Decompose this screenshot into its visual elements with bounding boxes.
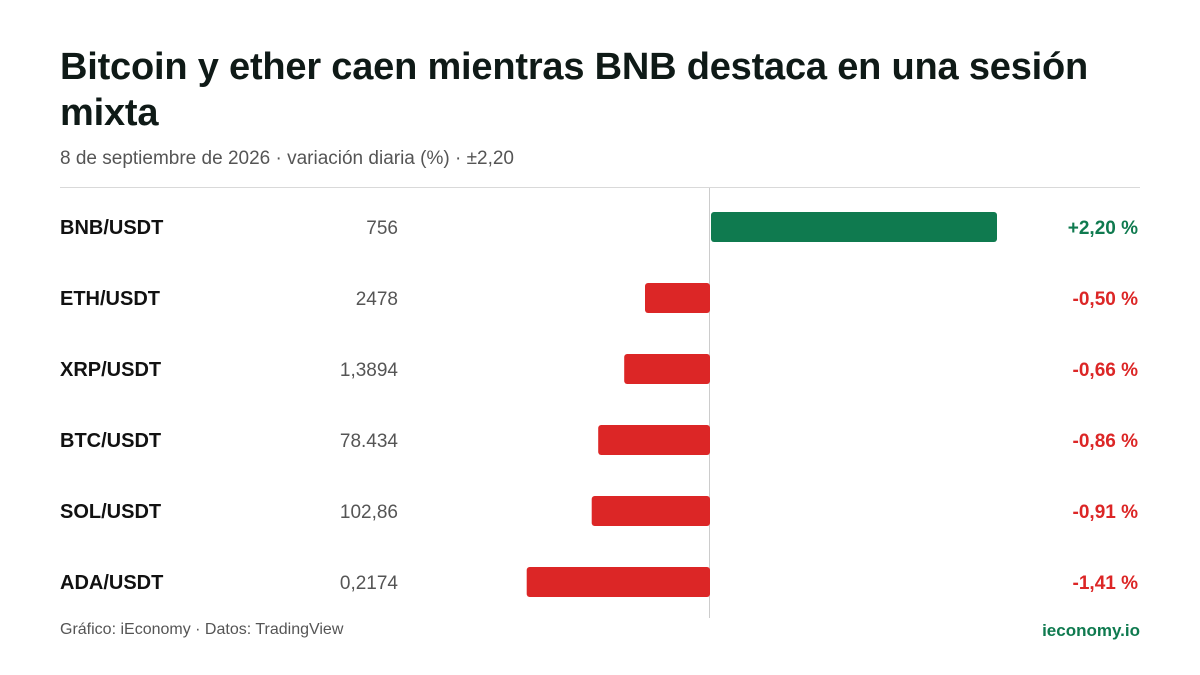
pair-label: ETH/USDT: [60, 288, 160, 310]
bar: [711, 212, 997, 242]
price-label: 1,3894: [340, 360, 399, 381]
price-label: 78.434: [340, 431, 399, 452]
price-label: 756: [366, 218, 398, 239]
value-label: -0,86 %: [1073, 431, 1139, 452]
value-label: -0,91 %: [1073, 502, 1139, 523]
bar: [624, 354, 710, 384]
price-label: 0,2174: [340, 573, 399, 594]
bar: [591, 496, 710, 526]
bar: [526, 567, 710, 597]
source-credit: Gráfico: iEconomy · Datos: TradingView: [60, 621, 344, 638]
chart-subtitle: 8 de septiembre de 2026 · variación diar…: [60, 148, 514, 169]
bar: [598, 425, 710, 455]
value-label: -0,50 %: [1073, 289, 1139, 310]
value-label: -1,41 %: [1073, 573, 1139, 594]
pair-label: SOL/USDT: [60, 501, 161, 523]
price-label: 2478: [356, 289, 398, 310]
value-label: +2,20 %: [1068, 218, 1138, 239]
header-divider: [60, 187, 1140, 188]
pair-label: ADA/USDT: [60, 572, 163, 594]
pair-label: BTC/USDT: [60, 430, 161, 452]
value-label: -0,66 %: [1073, 360, 1139, 381]
pair-label: XRP/USDT: [60, 359, 161, 381]
brand-link[interactable]: ieconomy.io: [1042, 621, 1140, 640]
bar-chart: BNB/USDT 756 +2,20 % ETH/USDT 2478 -0,50 % XRP…: [60, 188, 1139, 618]
bar: [645, 283, 710, 313]
price-label: 102,86: [340, 502, 398, 523]
chart-title: Bitcoin y ether caen mientras BNB destac…: [60, 46, 1089, 134]
pair-label: BNB/USDT: [60, 217, 163, 239]
